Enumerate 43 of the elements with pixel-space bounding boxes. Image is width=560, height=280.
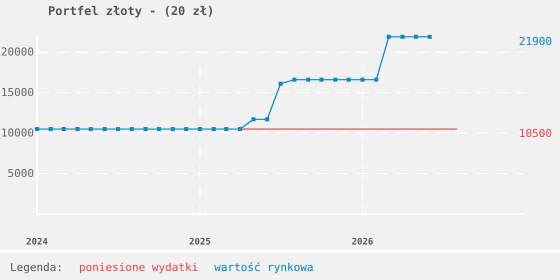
point xyxy=(48,127,53,132)
point xyxy=(238,127,242,132)
point xyxy=(144,127,148,132)
point xyxy=(265,117,270,122)
point xyxy=(102,127,107,132)
x-tick-label: 2025 xyxy=(189,237,211,248)
point xyxy=(212,127,216,132)
y-tick-label: 5000 xyxy=(8,167,34,180)
point xyxy=(198,127,202,132)
x-tick-label: 2024 xyxy=(26,237,48,248)
point xyxy=(374,78,378,82)
y-tick-label: 10000 xyxy=(0,126,34,140)
point xyxy=(88,127,93,132)
point xyxy=(76,127,80,132)
point xyxy=(320,78,324,82)
chart-title: Portfel złoty - (20 zł) xyxy=(48,4,214,18)
point xyxy=(306,78,310,82)
point xyxy=(400,34,405,39)
annotation: 10500 xyxy=(518,127,552,140)
point xyxy=(62,127,66,132)
point xyxy=(386,34,391,39)
y-tick-label: 15000 xyxy=(0,86,34,100)
point xyxy=(170,127,175,132)
point xyxy=(292,78,296,82)
point xyxy=(157,127,161,132)
y-tick-label: 20000 xyxy=(0,46,34,59)
point xyxy=(224,127,228,132)
point xyxy=(428,34,432,39)
point xyxy=(35,127,39,132)
point xyxy=(414,34,418,39)
annotation: 21900 xyxy=(518,34,552,48)
point xyxy=(184,127,188,132)
point xyxy=(116,127,120,132)
x-tick-label: 2026 xyxy=(352,237,374,248)
point xyxy=(333,78,338,82)
point xyxy=(278,82,283,86)
legend-title: Legenda: xyxy=(10,261,63,274)
point xyxy=(346,78,351,82)
text: wartość rynkowa xyxy=(214,261,314,274)
point xyxy=(360,78,364,82)
point xyxy=(251,117,256,122)
point xyxy=(130,127,134,132)
text: poniesione wydatki xyxy=(78,261,198,274)
